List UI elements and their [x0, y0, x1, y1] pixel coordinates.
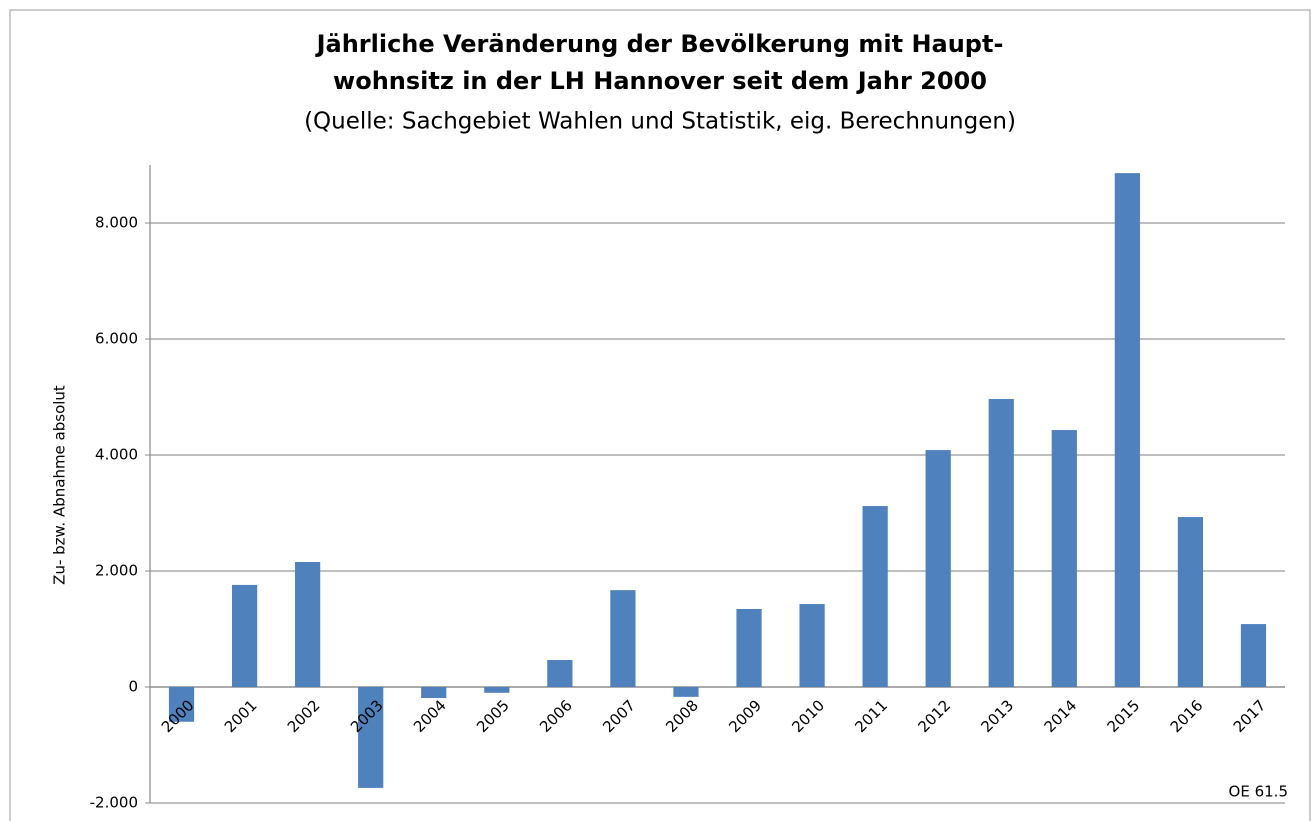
bar: [610, 590, 636, 687]
bar: [231, 584, 258, 687]
y-tick-label: 0: [128, 678, 138, 696]
bar: [925, 450, 951, 687]
bar: [168, 687, 195, 722]
bar: [673, 687, 699, 697]
chart-frame: [9, 9, 1311, 821]
bar: [484, 687, 510, 693]
bar: [421, 687, 447, 699]
bar: [1240, 624, 1267, 687]
y-tick-label: 8.000: [95, 214, 138, 232]
bar: [547, 660, 573, 687]
y-tick-label: 4.000: [95, 446, 138, 464]
y-tick-label: 6.000: [95, 330, 138, 348]
bar: [1114, 173, 1140, 687]
bar: [1051, 430, 1077, 687]
chart-subtitle: (Quelle: Sachgebiet Wahlen und Statistik…: [304, 109, 1016, 135]
y-tick-label: -2.000: [90, 794, 138, 812]
bar: [862, 506, 888, 687]
bar: [1177, 517, 1204, 687]
chart-title: wohnsitz in der LH Hannover seit dem Jah…: [333, 67, 987, 95]
bar: [358, 687, 384, 788]
annotation: OE 61.5: [1229, 783, 1288, 801]
bar: [736, 608, 762, 687]
chart-title: Jährliche Veränderung der Bevölkerung mi…: [315, 30, 1004, 58]
y-tick-label: 2.000: [95, 562, 138, 580]
bar: [988, 399, 1014, 687]
y-axis-label: Zu- bzw. Abnahme absolut: [51, 385, 69, 585]
bar: [295, 562, 321, 687]
bar: [799, 604, 825, 687]
